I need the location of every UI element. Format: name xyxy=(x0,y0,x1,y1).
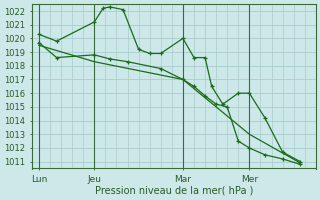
X-axis label: Pression niveau de la mer( hPa ): Pression niveau de la mer( hPa ) xyxy=(95,186,253,196)
